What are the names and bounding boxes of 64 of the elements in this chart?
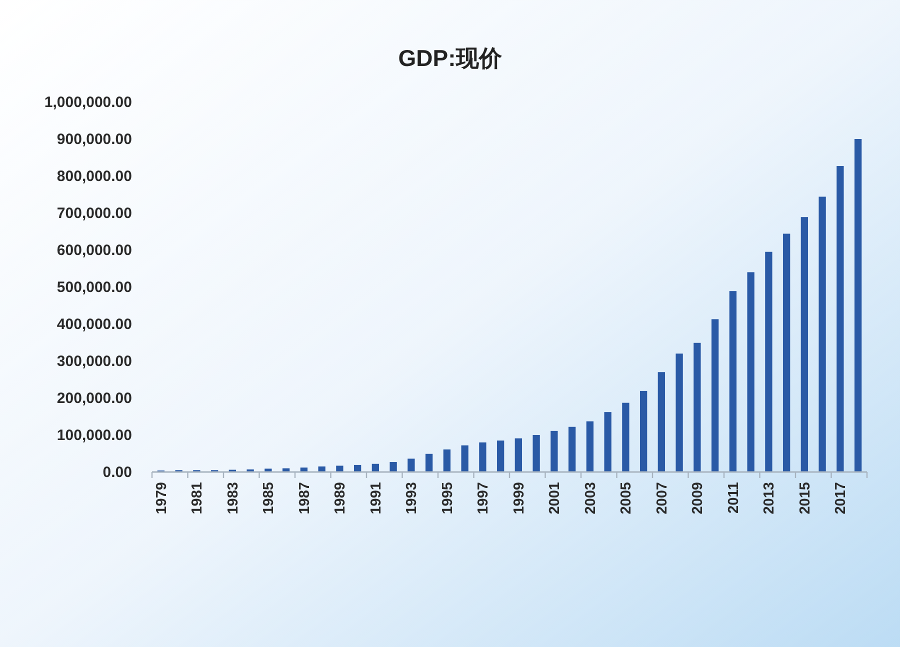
y-tick-label: 1,000,000.00 [44, 94, 132, 111]
x-tick-label: 2009 [690, 482, 706, 514]
bar [836, 166, 844, 472]
x-tick-label: 2011 [726, 482, 742, 514]
y-tick-label: 0.00 [102, 464, 132, 481]
bar [586, 421, 594, 472]
y-tick-label: 800,000.00 [56, 168, 132, 185]
bar [640, 390, 648, 472]
bar [711, 319, 719, 472]
bar [622, 402, 630, 472]
bar [390, 462, 397, 472]
bar [782, 234, 790, 472]
bar [854, 139, 862, 472]
x-tick-label: 1995 [440, 482, 456, 514]
y-tick-label: 900,000.00 [56, 131, 132, 148]
bar [372, 464, 380, 472]
x-tick-label: 2015 [797, 482, 814, 514]
x-tick-label: 1993 [404, 482, 420, 514]
bar [443, 449, 451, 472]
x-tick-label: 2017 [833, 482, 850, 514]
bar [818, 196, 826, 472]
x-tick-label: 2001 [547, 482, 564, 514]
bar [765, 252, 772, 472]
x-tick-label: 2013 [762, 482, 778, 514]
bar [568, 426, 576, 472]
x-tick-label: 2007 [654, 482, 670, 514]
y-tick-label: 400,000.00 [56, 316, 132, 333]
bar [425, 454, 433, 472]
bar [318, 466, 326, 472]
bar [694, 342, 701, 472]
x-tick-label: 1987 [296, 482, 313, 514]
bar [604, 412, 612, 472]
y-tick-label: 500,000.00 [56, 279, 132, 296]
y-tick-label: 700,000.00 [56, 205, 132, 222]
x-tick-label: 2005 [618, 482, 635, 514]
bar [479, 442, 486, 472]
bar [514, 438, 522, 472]
bar [496, 440, 504, 472]
bar [676, 354, 683, 472]
bar [264, 468, 272, 472]
bar [408, 458, 415, 472]
x-tick-label: 1979 [154, 482, 170, 514]
bar [461, 445, 468, 472]
bar [354, 464, 362, 472]
y-tick-label: 200,000.00 [56, 390, 132, 407]
x-tick-label: 1981 [190, 482, 206, 514]
bar [532, 435, 540, 472]
bar [747, 272, 754, 472]
x-tick-label: 1991 [368, 482, 384, 514]
x-tick-label: 1999 [511, 482, 528, 514]
bar [336, 466, 344, 472]
y-tick-label: 100,000.00 [56, 427, 132, 444]
chart-title: GDP:现价 [398, 45, 503, 71]
x-tick-label: 1983 [225, 482, 242, 514]
bar [658, 372, 666, 472]
bar [800, 217, 808, 472]
y-tick-label: 600,000.00 [56, 242, 132, 259]
x-tick-label: 1985 [261, 482, 278, 514]
y-tick-label: 300,000.00 [56, 353, 132, 370]
x-tick-label: 1989 [332, 482, 349, 514]
bar [729, 291, 737, 472]
x-tick-label: 2003 [582, 482, 599, 514]
bar [550, 430, 558, 472]
x-tick-label: 1997 [476, 482, 492, 514]
